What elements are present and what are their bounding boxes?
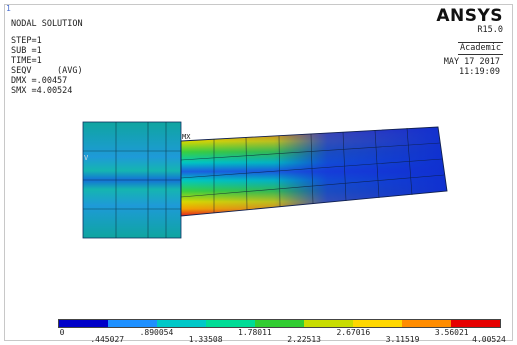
legend-color-6 <box>353 320 402 327</box>
plot-time: 11:19:09 <box>459 67 500 77</box>
legend-value-upper-0: 0 <box>59 328 65 337</box>
legend-value-upper-4: 3.56021 <box>434 328 469 337</box>
legend-color-0 <box>59 320 108 327</box>
legend-color-7 <box>402 320 451 327</box>
license-label: Academic <box>458 42 503 55</box>
support-block <box>82 121 182 239</box>
legend-value-lower-4: 4.00524 <box>472 335 506 344</box>
legend-value-upper-3: 2.67016 <box>336 328 371 337</box>
step-label: STEP=1 <box>11 36 42 46</box>
window-number: 1 <box>6 4 11 13</box>
legend-color-2 <box>157 320 206 327</box>
deformed-beam <box>180 126 448 217</box>
legend-color-4 <box>255 320 304 327</box>
max-marker-label: MX <box>182 133 191 141</box>
ansys-logo: ANSYS <box>436 6 503 26</box>
side-marker-label: V <box>84 154 89 162</box>
legend-color-8 <box>451 320 500 327</box>
legend-value-upper-1: .890054 <box>139 328 174 337</box>
result-label: SEQV (AVG) <box>11 66 83 76</box>
time-label: TIME=1 <box>11 56 42 66</box>
plot-title: NODAL SOLUTION <box>11 19 83 29</box>
legend-value-lower-1: 1.33508 <box>188 335 223 344</box>
smx-label: SMX =4.00524 <box>11 86 73 96</box>
legend-color-5 <box>304 320 353 327</box>
contour-legend-bar <box>58 319 501 328</box>
dmx-label: DMX =.00457 <box>11 76 68 86</box>
legend-color-3 <box>206 320 255 327</box>
legend-value-lower-2: 2.22513 <box>287 335 321 344</box>
legend-value-upper-2: 1.78011 <box>238 328 272 337</box>
plot-date: MAY 17 2017 <box>443 57 500 67</box>
legend-value-lower-3: 3.11519 <box>385 335 420 344</box>
sub-label: SUB =1 <box>11 46 42 56</box>
legend-color-1 <box>108 320 157 327</box>
version-label: R15.0 <box>477 25 503 35</box>
legend-value-lower-0: .445027 <box>90 335 125 344</box>
ansys-brand: ANSYS R15.0 Academic <box>436 8 503 55</box>
